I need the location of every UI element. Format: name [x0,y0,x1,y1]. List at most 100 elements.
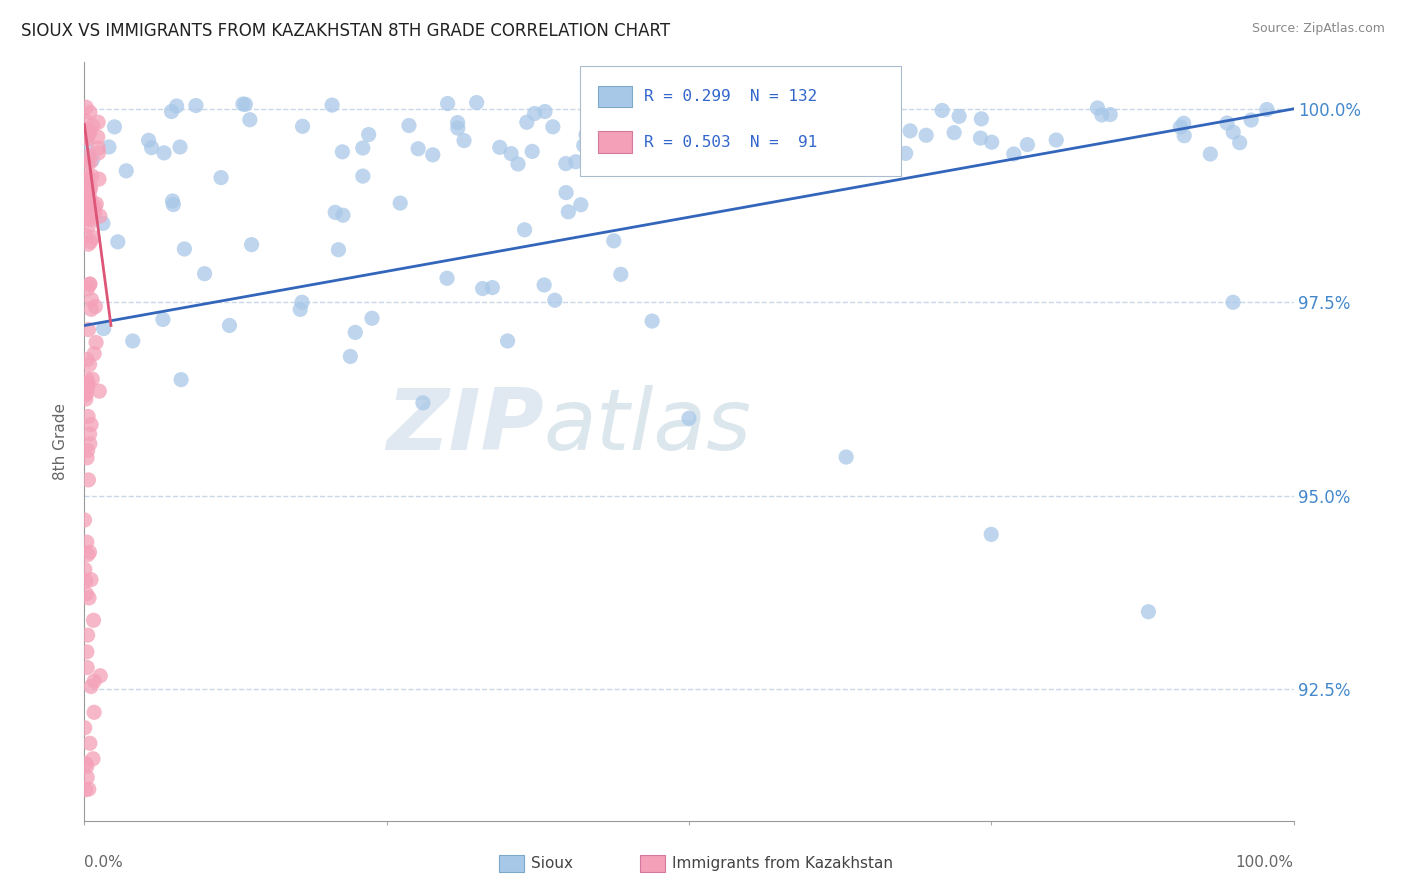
Point [75,137,97,152]
Point [422,148,444,162]
Point [87,141,110,155]
Point [83,205,105,219]
Point [79,190,101,204]
Point [980,527,1002,541]
Point [79,212,101,227]
Point [173,242,195,256]
Text: Immigrants from Kazakhstan: Immigrants from Kazakhstan [672,856,893,871]
Point [76,535,98,549]
Point [970,112,993,126]
Point [218,318,240,333]
Point [1017,137,1039,152]
Point [799,111,821,125]
Point [555,186,578,200]
Point [77,323,100,337]
Point [107,235,129,249]
Point [152,312,174,326]
Point [115,163,138,178]
Point [77,155,100,169]
Point [170,373,193,387]
Text: R = 0.299  N = 132: R = 0.299 N = 132 [644,89,817,104]
Point [557,204,579,219]
Point [565,154,588,169]
Point [323,205,346,219]
Point [1229,136,1251,150]
Point [898,124,921,138]
Point [83,674,105,689]
Point [412,396,434,410]
Point [76,385,98,400]
Point [666,123,689,137]
Text: SIOUX VS IMMIGRANTS FROM KAZAKHSTAN 8TH GRADE CORRELATION CHART: SIOUX VS IMMIGRANTS FROM KAZAKHSTAN 8TH … [21,22,671,40]
Point [501,146,523,161]
Point [980,135,1002,149]
Point [93,321,115,335]
Point [76,352,98,367]
Point [89,384,111,398]
Point [644,145,666,159]
Point [80,195,103,210]
Point [84,300,107,314]
Point [706,129,728,144]
Point [321,98,343,112]
Point [603,124,626,138]
Point [835,450,858,464]
Point [141,141,163,155]
Point [75,587,97,601]
Y-axis label: 8th Grade: 8th Grade [53,403,69,480]
Point [894,146,917,161]
Point [1222,295,1244,310]
Point [291,120,314,134]
Point [87,172,110,186]
Point [1137,605,1160,619]
Point [73,513,96,527]
Text: 100.0%: 100.0% [1236,855,1294,870]
Point [77,198,100,212]
Point [569,198,592,212]
Point [83,706,105,720]
Point [79,155,101,169]
Point [534,104,557,119]
Point [1045,133,1067,147]
Point [82,230,104,244]
Point [80,573,103,587]
Point [75,574,97,588]
Text: R = 0.503  N =  91: R = 0.503 N = 91 [644,135,817,150]
Point [737,130,759,145]
Point [436,96,458,111]
Point [352,141,374,155]
Point [162,197,184,211]
Point [75,782,97,797]
Point [121,334,143,348]
Point [447,115,470,129]
Point [76,628,98,642]
Point [398,119,420,133]
Point [544,293,567,308]
Point [82,119,104,133]
Point [80,417,103,432]
Point [153,145,176,160]
Point [447,121,470,136]
Point [943,126,966,140]
Point [80,169,103,183]
Point [641,314,664,328]
Point [77,376,100,391]
Point [1216,116,1239,130]
Point [79,736,101,750]
Point [76,132,98,146]
Point [706,95,728,109]
Text: Sioux: Sioux [531,856,574,871]
Point [516,115,538,129]
Point [87,145,110,160]
Point [166,99,188,113]
Point [496,334,519,348]
Point [633,133,655,147]
Point [82,372,104,386]
Point [83,613,105,627]
Point [73,721,96,735]
Point [76,380,98,394]
Point [1002,147,1025,161]
Point [488,140,510,154]
Point [328,243,350,257]
Point [80,680,103,694]
